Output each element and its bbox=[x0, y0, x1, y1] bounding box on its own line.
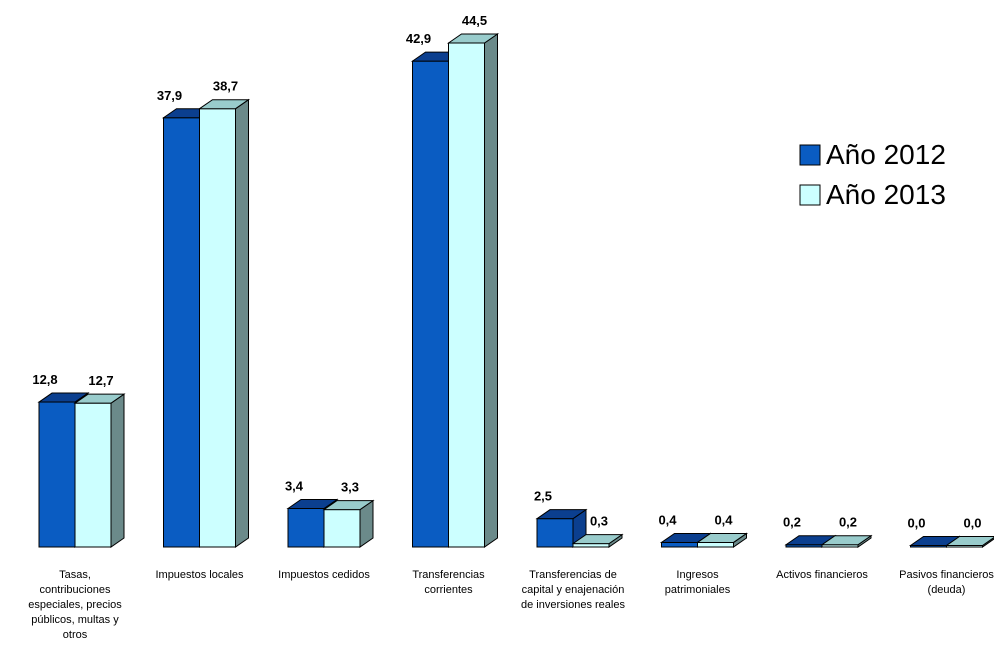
data-label-2012-0: 12,8 bbox=[32, 372, 57, 387]
legend-label-0: Año 2012 bbox=[826, 139, 946, 170]
data-label-2013-2: 3,3 bbox=[341, 480, 359, 495]
data-label-2012-4: 2,5 bbox=[534, 489, 552, 504]
data-label-2012-5: 0,4 bbox=[658, 512, 677, 527]
legend: Año 2012 Año 2013 bbox=[800, 139, 946, 210]
bar-front-face bbox=[662, 542, 698, 547]
category-label-6: Activos financieros bbox=[776, 569, 868, 581]
data-label-2012-1: 37,9 bbox=[157, 88, 182, 103]
category-label-7: Pasivos financieros(deuda) bbox=[899, 569, 994, 596]
bar-front-face bbox=[698, 542, 734, 547]
bar-side-face bbox=[236, 100, 249, 547]
bar-front-face bbox=[164, 118, 200, 547]
bar-2013-2 bbox=[324, 501, 373, 547]
bar-front-face bbox=[573, 544, 609, 547]
bar-front-face bbox=[449, 43, 485, 547]
legend-swatch-0 bbox=[800, 145, 820, 165]
category-label-2: Impuestos cedidos bbox=[278, 569, 370, 581]
data-label-2013-6: 0,2 bbox=[839, 515, 857, 530]
legend-swatch-1 bbox=[800, 185, 820, 205]
bar-side-face bbox=[485, 34, 498, 547]
bar-front-face bbox=[39, 402, 75, 547]
bar-front-face bbox=[75, 403, 111, 547]
bar-front-face bbox=[288, 508, 324, 547]
bar-front-face bbox=[324, 510, 360, 547]
data-label-2013-1: 38,7 bbox=[213, 79, 238, 94]
bar-front-face bbox=[537, 519, 573, 547]
data-label-2013-7: 0,0 bbox=[963, 516, 981, 531]
legend-label-1: Año 2013 bbox=[826, 179, 946, 210]
data-label-2012-6: 0,2 bbox=[783, 515, 801, 530]
bar-side-face bbox=[111, 394, 124, 547]
data-label-2012-3: 42,9 bbox=[406, 31, 431, 46]
bar-front-face bbox=[413, 61, 449, 547]
bar-front-face bbox=[200, 109, 236, 547]
category-label-1: Impuestos locales bbox=[155, 569, 244, 581]
bar-2013-1 bbox=[200, 100, 249, 547]
bar-2013-0 bbox=[75, 394, 124, 547]
bar-2013-3 bbox=[449, 34, 498, 547]
data-label-2012-2: 3,4 bbox=[285, 478, 304, 493]
data-label-2013-5: 0,4 bbox=[714, 512, 733, 527]
data-label-2013-4: 0,3 bbox=[590, 514, 608, 529]
data-label-2013-3: 44,5 bbox=[462, 13, 487, 28]
data-label-2012-7: 0,0 bbox=[907, 516, 925, 531]
data-label-2013-0: 12,7 bbox=[88, 373, 113, 388]
